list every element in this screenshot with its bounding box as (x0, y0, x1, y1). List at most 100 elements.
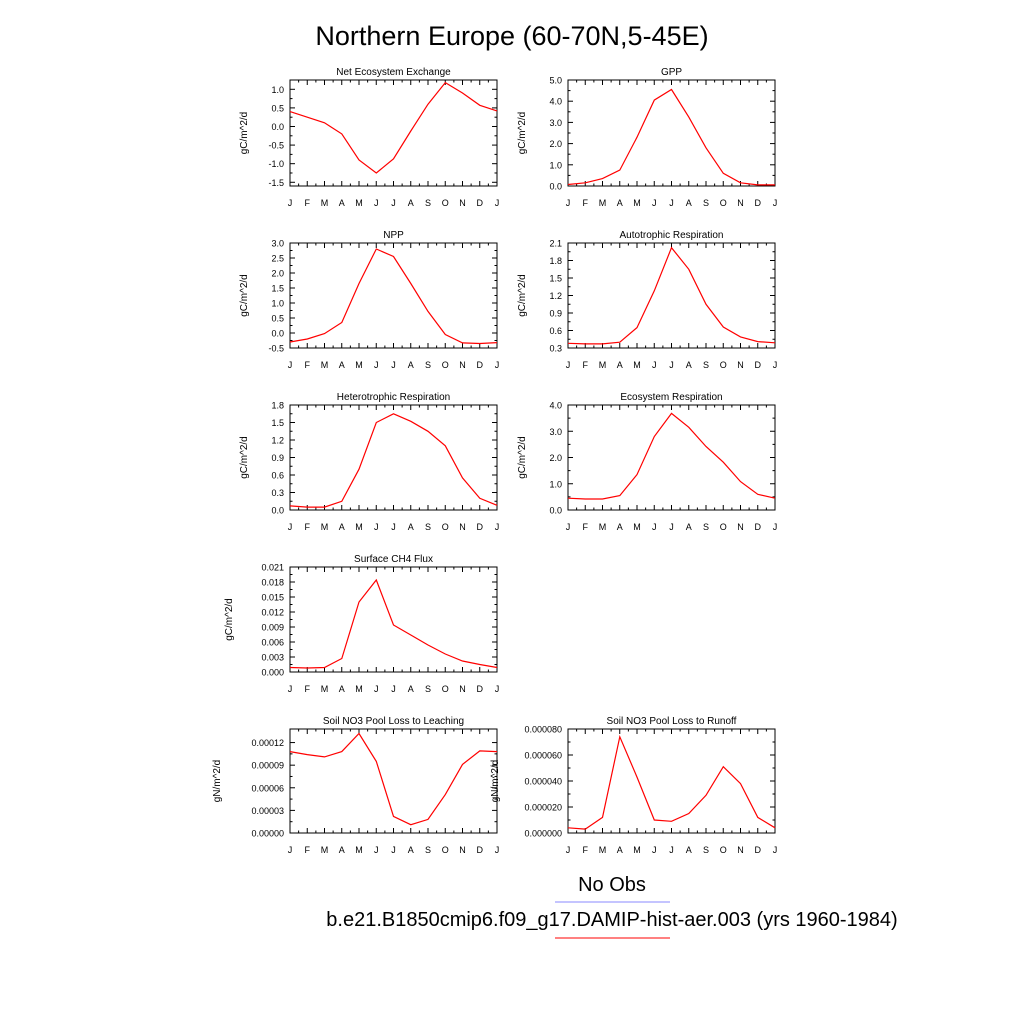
y-tick-label: 0.012 (261, 608, 284, 618)
month-label: J (669, 522, 674, 532)
panel-title: NPP (383, 230, 404, 241)
y-tick-label: 3.0 (271, 239, 284, 249)
legend-obs-label: No Obs (578, 874, 646, 896)
y-axis-label: gC/m^2/d (239, 112, 250, 155)
y-tick-label: 0.6 (271, 471, 284, 481)
month-label: D (477, 198, 484, 208)
month-label: M (355, 360, 363, 370)
series-line (567, 734, 776, 830)
month-label: F (305, 684, 311, 694)
y-tick-label: 1.2 (271, 436, 284, 446)
y-tick-label: 2.0 (549, 453, 562, 463)
month-label: J (495, 845, 500, 855)
month-label: J (669, 198, 674, 208)
month-label: S (425, 684, 431, 694)
month-label: F (305, 360, 311, 370)
month-label: F (305, 198, 311, 208)
month-label: S (703, 522, 709, 532)
month-label: J (288, 360, 293, 370)
month-label: J (391, 684, 396, 694)
month-label: D (477, 684, 484, 694)
series-line (567, 246, 776, 345)
y-tick-label: 0.0 (549, 506, 562, 516)
month-label: F (583, 845, 589, 855)
series-line (289, 413, 498, 508)
month-label: J (374, 845, 379, 855)
month-label: D (755, 522, 762, 532)
month-label: J (566, 360, 571, 370)
y-tick-label: 0.000080 (524, 725, 562, 735)
month-label: D (477, 360, 484, 370)
series-line (289, 578, 498, 669)
y-tick-label: 0.000060 (524, 751, 562, 761)
panel-title: Soil NO3 Pool Loss to Runoff (607, 716, 737, 727)
month-label: A (686, 360, 692, 370)
y-tick-label: 0.018 (261, 578, 284, 588)
month-label: J (391, 360, 396, 370)
month-label: J (566, 198, 571, 208)
month-label: S (425, 522, 431, 532)
month-label: J (391, 198, 396, 208)
month-label: O (720, 198, 727, 208)
month-label: J (773, 522, 778, 532)
panel-title: Soil NO3 Pool Loss to Leaching (323, 716, 464, 727)
month-label: J (773, 198, 778, 208)
month-label: A (617, 198, 623, 208)
month-label: F (305, 522, 311, 532)
plot-frame (289, 566, 498, 673)
month-label: J (288, 845, 293, 855)
month-label: J (773, 845, 778, 855)
month-label: O (720, 360, 727, 370)
y-axis-label: gC/m^2/d (517, 436, 528, 479)
y-axis-label: gC/m^2/d (517, 274, 528, 317)
y-tick-label: 0.009 (261, 623, 284, 633)
month-label: J (566, 522, 571, 532)
y-tick-label: 5.0 (549, 76, 562, 86)
y-tick-label: 0.9 (271, 453, 284, 463)
y-tick-label: 1.8 (549, 256, 562, 266)
month-label: S (703, 360, 709, 370)
series-line (289, 732, 498, 826)
y-tick-label: 0.015 (261, 593, 284, 603)
month-label: A (339, 522, 345, 532)
y-tick-label: 0.003 (261, 653, 284, 663)
y-tick-label: 0.006 (261, 638, 284, 648)
month-label: N (737, 845, 744, 855)
month-label: S (703, 845, 709, 855)
month-label: D (477, 522, 484, 532)
month-label: N (737, 198, 744, 208)
y-tick-label: 1.0 (271, 85, 284, 95)
month-label: J (566, 845, 571, 855)
legend-model-label: b.e21.B1850cmip6.f09_g17.DAMIP-hist-aer.… (326, 909, 897, 931)
month-label: N (459, 684, 466, 694)
series-line (567, 88, 775, 186)
y-tick-label: 1.0 (271, 299, 284, 309)
y-tick-label: 0.0 (271, 122, 284, 132)
y-tick-label: 0.0 (549, 182, 562, 192)
month-label: M (355, 845, 363, 855)
y-axis-label: gC/m^2/d (224, 598, 235, 641)
plot-frame (289, 242, 498, 349)
month-label: J (652, 198, 657, 208)
y-tick-label: 0.5 (271, 314, 284, 324)
month-label: A (339, 198, 345, 208)
y-tick-label: 0.00006 (251, 783, 284, 793)
y-tick-label: 3.0 (549, 427, 562, 437)
month-label: J (374, 684, 379, 694)
plot-frame (289, 728, 498, 834)
month-label: A (686, 522, 692, 532)
y-axis-label: gC/m^2/d (517, 112, 528, 155)
y-tick-label: 0.000020 (524, 803, 562, 813)
month-label: O (442, 198, 449, 208)
month-label: J (652, 845, 657, 855)
legend: No Obs b.e21.B1850cmip6.f09_g17.DAMIP-hi… (326, 874, 898, 939)
month-label: J (773, 360, 778, 370)
month-label: F (583, 360, 589, 370)
month-label: M (321, 198, 329, 208)
month-label: N (459, 845, 466, 855)
month-label: J (495, 684, 500, 694)
month-label: M (321, 360, 329, 370)
month-label: J (288, 198, 293, 208)
